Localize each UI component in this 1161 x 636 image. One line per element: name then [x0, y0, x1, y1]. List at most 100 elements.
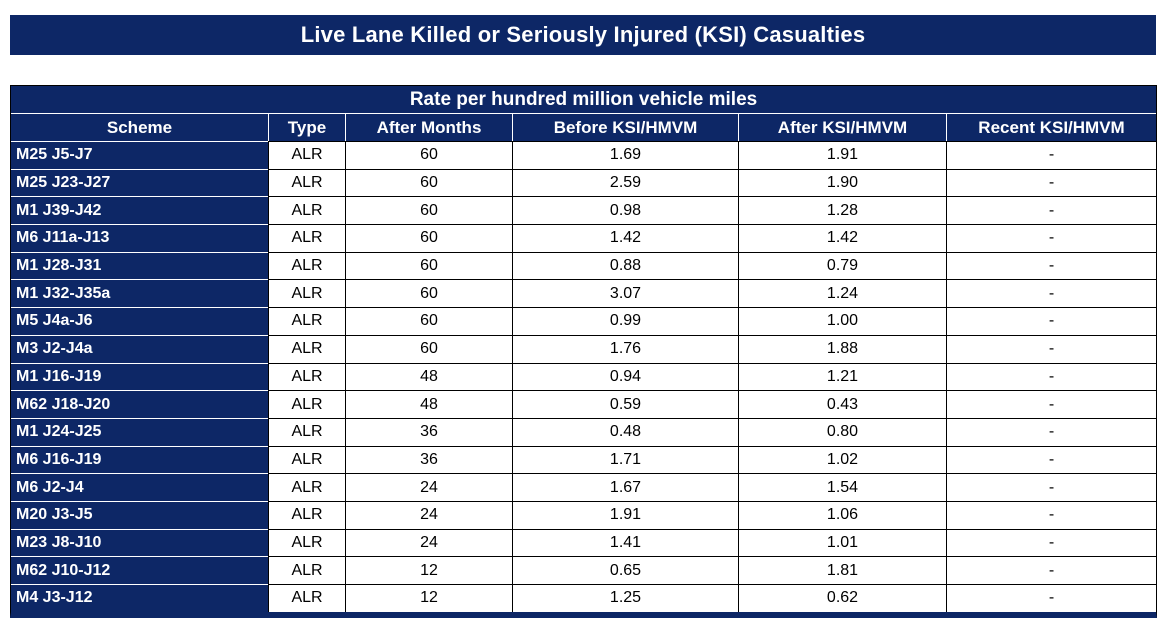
col-header-before-ksi: Before KSI/HMVM — [512, 113, 738, 141]
table-subtitle-row: Rate per hundred million vehicle miles — [11, 86, 1157, 113]
type-cell: ALR — [268, 141, 345, 169]
table-row: M1 J16-J19 ALR 48 0.94 1.21- — [11, 362, 1157, 391]
after-months-cell: 36 — [345, 445, 512, 474]
table-row: M6 J16-J19 ALR 36 1.71 1.02- — [11, 445, 1157, 474]
after-months-cell: 60 — [345, 224, 512, 252]
recent-ksi-cell: - — [946, 141, 1157, 169]
recent-ksi-cell: - — [946, 473, 1157, 501]
table-row: M1 J39-J42 ALR 60 0.98 1.28- — [11, 196, 1157, 225]
table-row: M25 J23-J27 ALR 60 2.59 1.90- — [11, 168, 1157, 197]
table-row: M62 J18-J20 ALR 48 0.59 0.43- — [11, 390, 1157, 418]
after-ksi-cell: 1.21 — [738, 362, 946, 391]
before-ksi-cell: 1.76 — [512, 334, 738, 363]
scheme-cell: M6 J11a-J13 — [11, 224, 268, 252]
recent-ksi-cell: - — [946, 334, 1157, 363]
after-ksi-cell: 1.28 — [738, 196, 946, 225]
type-cell: ALR — [268, 445, 345, 474]
table-row: M1 J32-J35a ALR 60 3.07 1.24- — [11, 279, 1157, 308]
after-months-cell: 36 — [345, 417, 512, 446]
scheme-cell: M62 J10-J12 — [11, 556, 268, 584]
scheme-cell: M62 J18-J20 — [11, 390, 268, 418]
after-ksi-cell: 0.43 — [738, 390, 946, 418]
type-cell: ALR — [268, 473, 345, 501]
recent-ksi-cell: - — [946, 390, 1157, 418]
after-ksi-cell: 1.06 — [738, 500, 946, 529]
type-cell: ALR — [268, 528, 345, 557]
after-ksi-cell: 1.88 — [738, 334, 946, 363]
after-months-cell: 12 — [345, 556, 512, 584]
table-subtitle: Rate per hundred million vehicle miles — [11, 86, 1157, 113]
after-months-cell: 24 — [345, 473, 512, 501]
type-cell: ALR — [268, 279, 345, 308]
before-ksi-cell: 0.59 — [512, 390, 738, 418]
after-ksi-cell: 0.80 — [738, 417, 946, 446]
type-cell: ALR — [268, 556, 345, 584]
type-cell: ALR — [268, 417, 345, 446]
after-ksi-cell: 1.01 — [738, 528, 946, 557]
before-ksi-cell: 1.42 — [512, 224, 738, 252]
after-months-cell: 48 — [345, 390, 512, 418]
scheme-cell: M5 J4a-J6 — [11, 307, 268, 335]
scheme-cell: M4 J3-J12 — [11, 584, 268, 612]
table-row: M4 J3-J12 ALR 12 1.25 0.62- — [11, 584, 1157, 612]
before-ksi-cell: 1.71 — [512, 445, 738, 474]
type-cell: ALR — [268, 584, 345, 612]
after-ksi-cell: 1.02 — [738, 445, 946, 474]
type-cell: ALR — [268, 500, 345, 529]
table-row: M1 J28-J31 ALR 60 0.88 0.79- — [11, 251, 1157, 280]
recent-ksi-cell: - — [946, 362, 1157, 391]
before-ksi-cell: 0.65 — [512, 556, 738, 584]
after-ksi-cell: 1.54 — [738, 473, 946, 501]
type-cell: ALR — [268, 196, 345, 225]
after-months-cell: 60 — [345, 279, 512, 308]
page-title: Live Lane Killed or Seriously Injured (K… — [300, 22, 866, 47]
type-cell: ALR — [268, 362, 345, 391]
col-header-recent-ksi: Recent KSI/HMVM — [946, 113, 1157, 141]
before-ksi-cell: 2.59 — [512, 168, 738, 197]
recent-ksi-cell: - — [946, 224, 1157, 252]
before-ksi-cell: 1.69 — [512, 141, 738, 169]
col-header-after-ksi: After KSI/HMVM — [738, 113, 946, 141]
col-header-scheme: Scheme — [11, 113, 268, 141]
recent-ksi-cell: - — [946, 279, 1157, 308]
scheme-cell: M6 J16-J19 — [11, 445, 268, 474]
after-months-cell: 60 — [345, 334, 512, 363]
recent-ksi-cell: - — [946, 417, 1157, 446]
scheme-cell: M1 J16-J19 — [11, 362, 268, 391]
after-ksi-cell: 1.81 — [738, 556, 946, 584]
after-months-cell: 12 — [345, 584, 512, 612]
scheme-cell: M25 J23-J27 — [11, 168, 268, 197]
table-row: M5 J4a-J6 ALR 60 0.99 1.00- — [11, 307, 1157, 335]
scheme-cell: M1 J32-J35a — [11, 279, 268, 308]
recent-ksi-cell: - — [946, 196, 1157, 225]
after-months-cell: 60 — [345, 141, 512, 169]
col-header-after-months: After Months — [345, 113, 512, 141]
before-ksi-cell: 0.94 — [512, 362, 738, 391]
table-row: M20 J3-J5 ALR 24 1.91 1.06- — [11, 500, 1157, 529]
after-ksi-cell: 1.90 — [738, 168, 946, 197]
recent-ksi-cell: - — [946, 307, 1157, 335]
after-months-cell: 60 — [345, 168, 512, 197]
recent-ksi-cell: - — [946, 445, 1157, 474]
recent-ksi-cell: - — [946, 556, 1157, 584]
after-ksi-cell: 0.79 — [738, 251, 946, 280]
table-row: M3 J2-J4a ALR 60 1.76 1.88- — [11, 334, 1157, 363]
before-ksi-cell: 0.48 — [512, 417, 738, 446]
recent-ksi-cell: - — [946, 528, 1157, 557]
scheme-cell: M1 J28-J31 — [11, 251, 268, 280]
table-row: M6 J11a-J13 ALR 60 1.42 1.42- — [11, 224, 1157, 252]
after-ksi-cell: 0.62 — [738, 584, 946, 612]
type-cell: ALR — [268, 251, 345, 280]
after-ksi-cell: 1.24 — [738, 279, 946, 308]
table-row: M6 J2-J4 ALR 24 1.67 1.54- — [11, 473, 1157, 501]
table-body: M25 J5-J7 ALR 60 1.69 1.91- M25 J23-J27 ALR 60 2… — [11, 141, 1157, 612]
table-row: M25 J5-J7 ALR 60 1.69 1.91- — [11, 141, 1157, 169]
scheme-cell: M1 J39-J42 — [11, 196, 268, 225]
table-header-row: Scheme Type After Months Before KSI/HMVM… — [11, 113, 1157, 141]
table-row: M23 J8-J10 ALR 24 1.41 1.01- — [11, 528, 1157, 557]
before-ksi-cell: 0.98 — [512, 196, 738, 225]
type-cell: ALR — [268, 390, 345, 418]
after-months-cell: 60 — [345, 251, 512, 280]
type-cell: ALR — [268, 168, 345, 197]
